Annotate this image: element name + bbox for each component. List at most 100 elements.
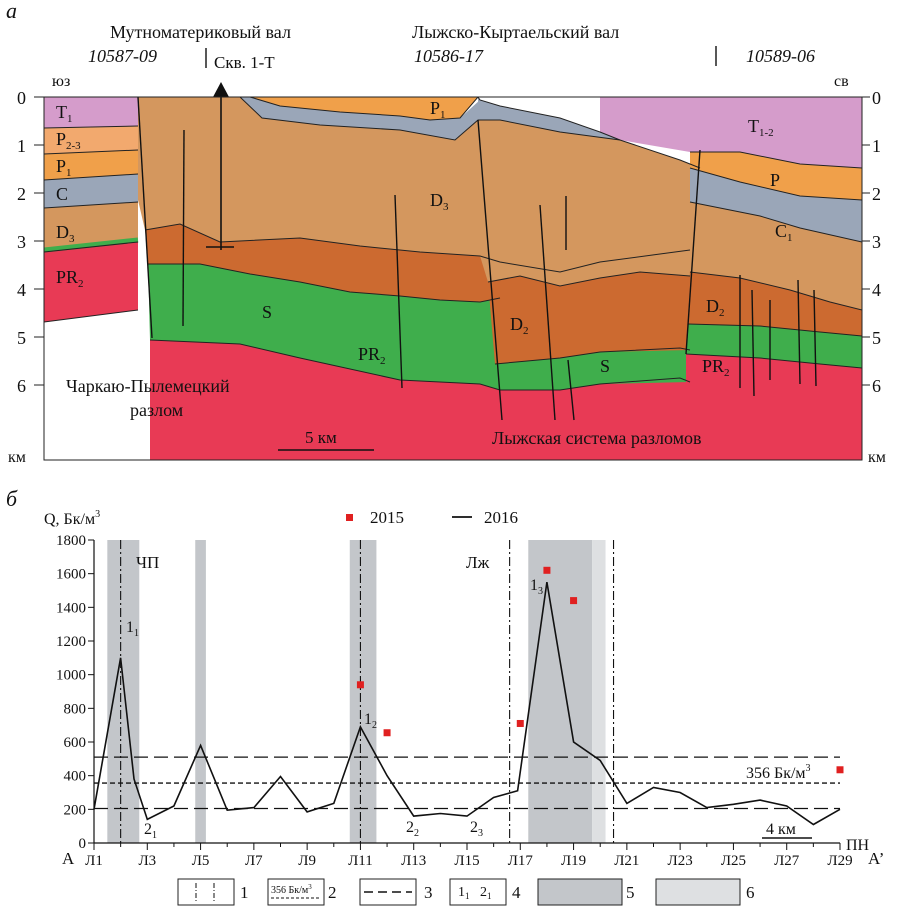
depth-tick: 5 bbox=[17, 328, 26, 348]
legend-minmax-2: 21 bbox=[480, 885, 492, 901]
layer-D3-center bbox=[138, 97, 700, 272]
layer-C-left bbox=[44, 172, 138, 208]
depth-tick: 5 bbox=[872, 328, 881, 348]
legend-box-6 bbox=[655, 878, 741, 906]
layer-PR2-center bbox=[150, 338, 500, 460]
well-label: Скв. 1-Т bbox=[214, 53, 275, 72]
legend-2016-label: 2016 bbox=[484, 508, 518, 527]
y-tick-label: 1000 bbox=[56, 668, 86, 684]
y-tick-label: 800 bbox=[64, 701, 87, 717]
anomaly-band bbox=[107, 540, 140, 843]
block-right bbox=[600, 97, 862, 460]
y-tick-label: 600 bbox=[64, 735, 87, 751]
unit-label-D2-center: D2 bbox=[510, 314, 529, 337]
legend-minmax-1: 11 bbox=[458, 885, 470, 901]
y-tick-label: 0 bbox=[79, 836, 87, 852]
unit-label-PR2-left: PR2 bbox=[56, 267, 84, 290]
layer-D2-graben bbox=[488, 272, 690, 364]
x-tick-label: Л15 bbox=[454, 853, 479, 869]
fault-label-left-2: разлом bbox=[130, 400, 183, 420]
depth-tick: 4 bbox=[872, 280, 881, 300]
legend-num-1: 1 bbox=[240, 883, 249, 902]
threshold-label: 356 Бк/м3 bbox=[746, 763, 811, 782]
series-2016-line bbox=[93, 581, 841, 826]
layer-S-graben bbox=[495, 346, 690, 390]
legend-box-5 bbox=[537, 878, 623, 906]
depth-tick: 2 bbox=[872, 184, 881, 204]
unit-label-D2-right: D2 bbox=[706, 296, 725, 319]
section-layers bbox=[44, 97, 862, 460]
unit-label-P-right: P bbox=[770, 170, 780, 190]
layer-D3-left bbox=[44, 200, 138, 252]
scale-label-b: 4 км bbox=[766, 821, 796, 838]
anomaly-band bbox=[349, 540, 377, 843]
layer-S-center-left bbox=[148, 262, 500, 390]
pn-label: ПН bbox=[846, 837, 870, 854]
legend-2015-marker bbox=[346, 514, 353, 521]
depth-tick: 4 bbox=[17, 280, 26, 300]
block-center bbox=[138, 97, 700, 460]
panel-b-label: б bbox=[6, 486, 18, 511]
x-tick-label: Л13 bbox=[401, 853, 426, 869]
series-2015-point bbox=[543, 566, 551, 574]
scale-label-a: 5 км bbox=[305, 428, 337, 447]
x-tick-label: Л23 bbox=[668, 853, 693, 869]
x-tick-label: Л21 bbox=[614, 853, 639, 869]
fault-label-right: Лыжская система разломов bbox=[492, 428, 702, 448]
x-tick-label: Л9 bbox=[298, 853, 316, 869]
bottom-legend: 1 356 Бк/м3 2 3 11 21 4 5 6 bbox=[177, 878, 755, 906]
depth-tick: 6 bbox=[17, 376, 26, 396]
layer-D2-center-left bbox=[145, 222, 500, 302]
unit-label-S-center: S bbox=[600, 356, 610, 376]
x-tick-label: Л29 bbox=[827, 853, 852, 869]
x-tick-label: Л3 bbox=[138, 853, 156, 869]
x-axis: Л1 Л3 Л5 Л7 Л9 Л11 Л13 Л15 Л17 Л19 Л21 Л23 Л25 Л27 Л29 bbox=[85, 842, 853, 869]
section-frame bbox=[43, 96, 863, 461]
x-tick-label: Л5 bbox=[192, 853, 210, 869]
x-tick-label: Л25 bbox=[721, 853, 746, 869]
depth-tick: 3 bbox=[872, 232, 881, 252]
peak-label-1-2: 12 bbox=[364, 711, 377, 731]
legend-2015-label: 2015 bbox=[370, 508, 404, 527]
peak-label-1-3: 13 bbox=[530, 577, 543, 597]
layer-T12-right bbox=[600, 97, 862, 168]
series-2015-points bbox=[356, 566, 844, 774]
series-2015-point bbox=[570, 597, 578, 605]
depth-unit-left: км bbox=[8, 449, 26, 466]
legend-num-6: 6 bbox=[746, 883, 755, 902]
panel-b: б Q, Бк/м3 2015 2016 0200400600800100012… bbox=[6, 486, 884, 906]
y-axis-title: Q, Бк/м3 bbox=[44, 509, 100, 528]
ridge-label-left: Мутноматериковый вал bbox=[110, 22, 291, 42]
reference-lines bbox=[94, 756, 840, 810]
layer-S-right bbox=[686, 322, 862, 368]
layer-P1-top bbox=[250, 97, 478, 120]
legend-box-1 bbox=[177, 878, 235, 906]
series-2015-point bbox=[356, 681, 364, 689]
depth-unit-right: км bbox=[868, 449, 886, 466]
ridge-label-right: Лыжско-Кыртаельский вал bbox=[412, 22, 619, 42]
legend-box-4 bbox=[449, 878, 507, 906]
block-graben bbox=[480, 250, 690, 460]
unit-label-D3-center: D3 bbox=[430, 190, 449, 213]
unit-label-C-left: C bbox=[56, 184, 68, 204]
layer-C1-right bbox=[690, 166, 862, 242]
unit-labels: T1 P2-3 P1 C D3 PR2 P1 D3 S PR2 D2 S T1-… bbox=[56, 98, 793, 379]
depth-tick: 1 bbox=[17, 136, 26, 156]
y-tick-label: 1200 bbox=[56, 634, 86, 650]
zone-label-cp: ЧП bbox=[136, 553, 159, 572]
direction-ne: св bbox=[834, 73, 849, 90]
anomaly-band bbox=[592, 540, 606, 843]
thin-green-left bbox=[44, 237, 139, 253]
unit-label-T12-right: T1-2 bbox=[748, 116, 774, 139]
depth-tick: 0 bbox=[17, 88, 26, 108]
y-tick-label: 400 bbox=[64, 769, 87, 785]
unit-label-PR2-center: PR2 bbox=[358, 344, 386, 367]
x-tick-label: Л11 bbox=[348, 853, 373, 869]
y-tick-label: 1800 bbox=[56, 533, 86, 549]
min-label-2-1: 21 bbox=[144, 821, 157, 841]
series-2015-point bbox=[383, 729, 391, 737]
y-tick-label: 1400 bbox=[56, 600, 86, 616]
layer-D3-graben-top bbox=[480, 250, 690, 286]
profile-number-mid: 10586-17 bbox=[414, 46, 484, 66]
panel-a-label: а bbox=[6, 0, 17, 23]
